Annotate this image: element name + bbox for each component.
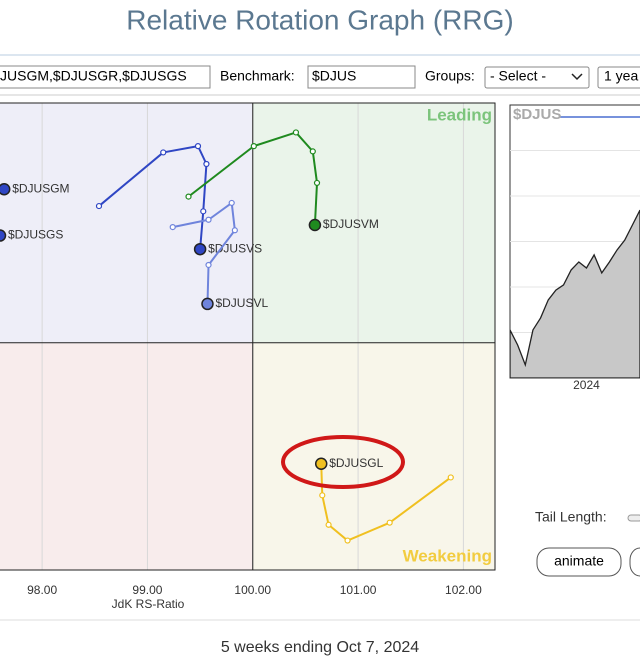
tail-point — [205, 216, 212, 223]
area — [510, 209, 640, 378]
select-arrow — [571, 73, 583, 81]
benchmark-input[interactable] — [307, 65, 416, 89]
series-label: $DJUSGM — [12, 181, 69, 195]
tail-point — [95, 202, 103, 210]
series-layer: $DJUSGM $DJUSGS $DJUSVS $DJUSVL $DJUSVM $DJUS… — [0, 129, 454, 544]
x-tick-label: 101.00 — [340, 583, 377, 597]
tail-point — [169, 224, 176, 231]
period-select[interactable] — [597, 66, 640, 89]
head-point — [0, 229, 7, 242]
groups-label: Groups: — [425, 68, 475, 84]
x-tick-label: 98.00 — [27, 583, 57, 597]
tail-point — [228, 199, 235, 207]
mini-title: $DJUS — [513, 106, 561, 123]
rrg-plot: 98.00 99.00 100.00 101.00 102.00 Leading Weake… — [0, 102, 496, 611]
footer: 5 weeks ending Oct 7, 2024 — [221, 639, 419, 656]
symbols-value: JUSGM,$DJUSGR,$DJUSGS — [0, 68, 187, 84]
quadrant-label: Leading — [427, 105, 492, 124]
head-point — [308, 218, 322, 232]
tail — [187, 131, 319, 226]
series-label: $DJUSGS — [8, 228, 63, 242]
groups-select[interactable] — [484, 66, 590, 89]
tail — [172, 201, 236, 304]
quadrant — [0, 342, 253, 570]
tail-point — [194, 143, 202, 150]
x-tick-label: 102.00 — [445, 583, 482, 597]
tail-point — [250, 143, 257, 150]
animate-button[interactable] — [536, 547, 622, 577]
series-layer — [510, 209, 640, 378]
quadrant — [252, 342, 495, 570]
tail-slider[interactable] — [627, 514, 640, 522]
head-point — [201, 297, 214, 311]
head-point — [314, 457, 328, 471]
series-label: $DJUSVM — [323, 217, 379, 231]
tail-point — [319, 492, 326, 499]
tail-point — [344, 537, 351, 544]
series-label: $DJUSVS — [208, 241, 262, 255]
head-point — [0, 182, 11, 196]
head-point — [193, 242, 207, 256]
tail-point — [325, 521, 332, 528]
tail-point — [292, 129, 300, 136]
period-value: 1 yea — [604, 68, 638, 84]
tail-point — [200, 208, 207, 215]
tail — [320, 463, 452, 542]
button[interactable] — [629, 547, 640, 577]
quadrant-label: Weakening — [403, 546, 492, 565]
tail-point — [231, 227, 238, 234]
mini-chart: $DJUS 2024 — [509, 104, 640, 392]
benchmark-label: Benchmark: — [220, 68, 295, 84]
highlight-ellipse — [281, 435, 405, 489]
tail-point — [313, 179, 321, 187]
benchmark-value: $DJUS — [312, 68, 356, 84]
quadrant — [252, 103, 495, 343]
tail-point — [203, 160, 210, 168]
page-title: Relative Rotation Graph (RRG) — [126, 4, 513, 35]
groups-value: - Select - — [490, 68, 546, 84]
tail-point — [185, 193, 192, 200]
tail — [98, 145, 208, 250]
animate-text: animate — [554, 553, 604, 569]
tail-label: Tail Length: — [535, 509, 607, 525]
x-tick-label: 100.00 — [234, 583, 271, 597]
tail-point — [160, 149, 167, 156]
series-label: $DJUSGL — [329, 456, 383, 470]
x-tick-label: 2024 — [573, 378, 600, 392]
plot-border — [0, 102, 496, 571]
x-tick-label: 99.00 — [132, 583, 162, 597]
tail-point — [309, 148, 316, 155]
tail-point — [447, 474, 454, 481]
symbols-input[interactable] — [0, 65, 211, 89]
tail-point — [205, 261, 212, 269]
x-axis-label: JdK RS-Ratio — [112, 597, 185, 611]
tail-point — [386, 519, 393, 526]
series-label: $DJUSVL — [215, 296, 268, 310]
